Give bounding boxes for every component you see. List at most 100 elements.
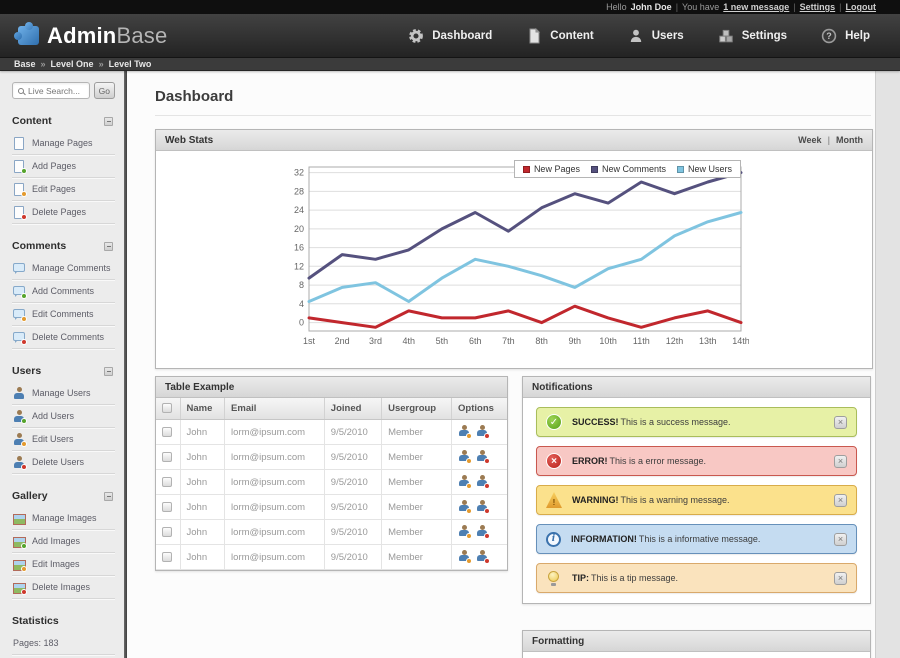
delete-user-button[interactable] xyxy=(476,474,491,490)
sidebar-item[interactable]: Delete Pages xyxy=(12,201,115,224)
close-icon[interactable]: × xyxy=(834,454,847,468)
table-row: John lorm@ipsum.com 9/5/2010 Member xyxy=(156,444,507,470)
nav-help[interactable]: ? Help xyxy=(821,28,870,44)
range-link-month[interactable]: Month xyxy=(836,135,863,145)
notification-tip: TIP: This is a tip message. × xyxy=(536,563,857,593)
sidebar-item[interactable]: Delete Images xyxy=(12,576,115,599)
breadcrumb-item[interactable]: Level One xyxy=(50,59,94,69)
collapse-icon[interactable] xyxy=(104,491,113,501)
column-header: Joined xyxy=(324,398,383,420)
sidebar-item[interactable]: Delete Users xyxy=(12,451,115,474)
search-input[interactable] xyxy=(28,85,84,96)
breadcrumb-item[interactable]: Level Two xyxy=(108,59,152,69)
image-edit-icon xyxy=(13,558,27,572)
chart-legend: New Pages New Comments New Users xyxy=(513,160,741,178)
column-header: Email xyxy=(224,398,325,420)
edit-user-button[interactable] xyxy=(458,449,473,465)
right-gutter xyxy=(875,71,900,658)
logout-link[interactable]: Logout xyxy=(845,2,877,12)
collapse-icon[interactable] xyxy=(104,241,113,251)
logo-text-bold: Admin xyxy=(47,22,117,48)
sidebar-item[interactable]: Manage Pages xyxy=(12,132,115,155)
column-header: Name xyxy=(180,398,226,420)
sidebar-item[interactable]: Manage Images xyxy=(12,507,115,530)
row-checkbox[interactable] xyxy=(162,526,172,537)
page-title: Dashboard xyxy=(155,82,871,116)
sidebar-item[interactable]: Edit Comments xyxy=(12,303,115,326)
image-delete-icon xyxy=(13,581,27,595)
delete-user-button[interactable] xyxy=(476,424,491,440)
edit-user-button[interactable] xyxy=(458,524,473,540)
nav-settings[interactable]: Settings xyxy=(718,28,787,44)
sidebar-section-content: Content Manage Pages Add Pages Edit Pages De… xyxy=(12,113,115,224)
sidebar-item[interactable]: Edit Pages xyxy=(12,178,115,201)
svg-text:28: 28 xyxy=(294,186,304,196)
legend-swatch xyxy=(522,165,530,173)
row-checkbox[interactable] xyxy=(162,476,172,487)
lightbulb-icon xyxy=(548,571,559,586)
row-checkbox[interactable] xyxy=(162,426,172,437)
delete-user-button[interactable] xyxy=(476,499,491,515)
edit-user-button[interactable] xyxy=(458,499,473,515)
warning-triangle-icon: ! xyxy=(546,492,562,508)
boxes-icon xyxy=(718,28,734,44)
sidebar-item[interactable]: Add Comments xyxy=(12,280,115,303)
nav-content[interactable]: Content xyxy=(526,27,594,44)
document-icon xyxy=(526,27,542,44)
webstats-chart-svg: 0 4 8 12 16 20 24 28 32 1st 2nd 3rd 4th 5th 6th 7th 8th 9… xyxy=(294,166,750,346)
topbar: Hello John Doe | You have 1 new message … xyxy=(0,0,900,14)
delete-user-button[interactable] xyxy=(476,549,491,565)
svg-text:4th: 4th xyxy=(402,336,415,346)
sidebar-item[interactable]: Manage Users xyxy=(12,382,115,405)
notification-success: ✓ SUCCESS! This is a success message. × xyxy=(536,407,857,437)
delete-user-button[interactable] xyxy=(476,524,491,540)
sidebar-item[interactable]: Edit Images xyxy=(12,553,115,576)
collapse-icon[interactable] xyxy=(104,116,113,126)
formatting-panel-title: Formatting xyxy=(532,635,585,647)
user-edit-icon xyxy=(458,549,473,564)
close-icon[interactable]: × xyxy=(834,493,847,507)
help-icon: ? xyxy=(821,28,837,44)
svg-text:10th: 10th xyxy=(599,336,617,346)
svg-text:9th: 9th xyxy=(569,336,582,346)
new-message-link[interactable]: 1 new message xyxy=(723,2,790,12)
sidebar-section-comments: Comments Manage Comments Add Comments Edit … xyxy=(12,238,115,349)
image-add-icon xyxy=(13,535,27,549)
edit-user-button[interactable] xyxy=(458,549,473,565)
table-row: John lorm@ipsum.com 9/5/2010 Member xyxy=(156,419,507,445)
notification-warning: ! WARNING! This is a warning message. × xyxy=(536,485,857,515)
sidebar-item[interactable]: Add Images xyxy=(12,530,115,553)
row-checkbox[interactable] xyxy=(162,451,172,462)
sidebar-item[interactable]: Delete Comments xyxy=(12,326,115,349)
nav-users[interactable]: Users xyxy=(628,28,684,44)
row-checkbox[interactable] xyxy=(162,501,172,512)
edit-user-button[interactable] xyxy=(458,424,473,440)
close-icon[interactable]: × xyxy=(834,532,847,546)
sidebar-item[interactable]: Edit Users xyxy=(12,428,115,451)
collapse-icon[interactable] xyxy=(104,366,113,376)
user-delete-icon xyxy=(476,499,491,514)
sidebar-item[interactable]: Add Users xyxy=(12,405,115,428)
delete-user-button[interactable] xyxy=(476,449,491,465)
range-link-week[interactable]: Week xyxy=(798,135,822,145)
row-checkbox[interactable] xyxy=(162,551,172,562)
nav-dashboard[interactable]: Dashboard xyxy=(408,28,492,44)
svg-text:16: 16 xyxy=(294,243,304,253)
user-delete-icon xyxy=(13,456,27,470)
sidebar-section-users: Users Manage Users Add Users Edit Users Dele… xyxy=(12,363,115,474)
svg-text:14th: 14th xyxy=(732,336,749,346)
legend-item: New Comments xyxy=(590,164,666,174)
comment-icon xyxy=(13,262,25,274)
edit-user-button[interactable] xyxy=(458,474,473,490)
greeting-text: Hello xyxy=(606,2,627,12)
breadcrumb: Base» Level One» Level Two xyxy=(0,58,900,71)
sidebar-item[interactable]: Add Pages xyxy=(12,155,115,178)
sidebar-item[interactable]: Manage Comments xyxy=(12,257,115,280)
close-icon[interactable]: × xyxy=(834,415,847,429)
select-all-checkbox[interactable] xyxy=(162,403,172,414)
user-edit-icon xyxy=(458,474,473,489)
settings-link[interactable]: Settings xyxy=(799,2,836,12)
search-go-button[interactable]: Go xyxy=(93,82,115,99)
breadcrumb-item[interactable]: Base xyxy=(14,59,36,69)
close-icon[interactable]: × xyxy=(834,571,847,585)
